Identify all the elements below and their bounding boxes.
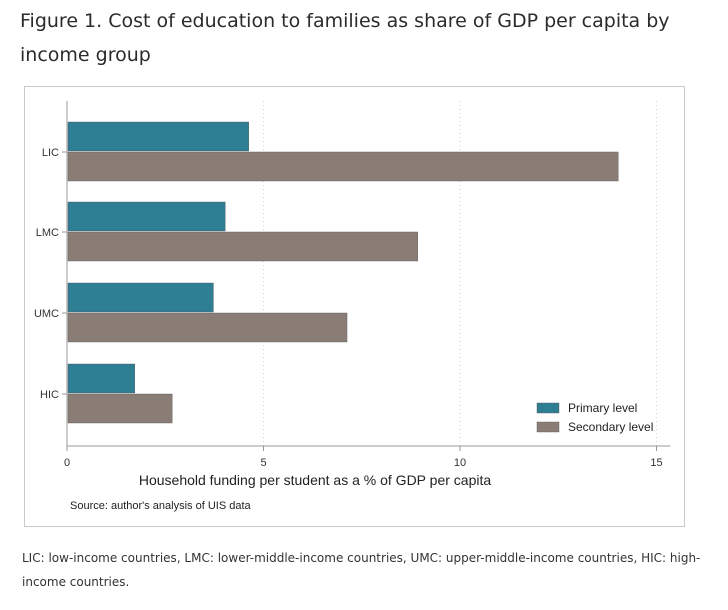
bar-primary [67, 201, 226, 232]
chart-frame: 0 5 10 15 LIC LMC UMC HIC Household funding per … [24, 86, 685, 527]
bar-secondary [67, 151, 619, 182]
bar-primary [67, 282, 214, 313]
x-tick-label: 15 [650, 457, 662, 469]
legend-swatch [536, 402, 560, 414]
category-label: HIC [40, 389, 59, 401]
x-tick-label: 5 [260, 457, 266, 469]
chart-source: Source: author's analysis of UIS data [70, 500, 251, 512]
bar-secondary [67, 231, 418, 262]
x-tick-label: 10 [454, 457, 466, 469]
legend-label: Secondary level [568, 420, 653, 434]
figure-footnote: LIC: low-income countries, LMC: lower-mi… [22, 551, 701, 589]
bar-chart: 0 5 10 15 LIC LMC UMC HIC Household funding per … [34, 101, 671, 488]
x-tick-label: 0 [64, 457, 70, 469]
figure-title: Figure 1. Cost of education to families … [20, 10, 670, 66]
category-label: LMC [36, 227, 59, 239]
legend-swatch [536, 421, 560, 433]
category-label: LIC [42, 147, 59, 159]
bar-secondary [67, 393, 173, 424]
legend-label: Primary level [568, 401, 637, 415]
x-axis-title: Household funding per student as a % of … [139, 472, 492, 488]
bar-secondary [67, 312, 348, 343]
bar-primary [67, 363, 136, 394]
bar-primary [67, 121, 249, 152]
category-label: UMC [34, 308, 59, 320]
